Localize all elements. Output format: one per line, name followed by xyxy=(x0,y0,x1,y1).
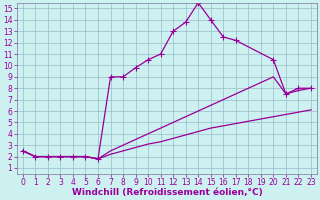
X-axis label: Windchill (Refroidissement éolien,°C): Windchill (Refroidissement éolien,°C) xyxy=(72,188,262,197)
